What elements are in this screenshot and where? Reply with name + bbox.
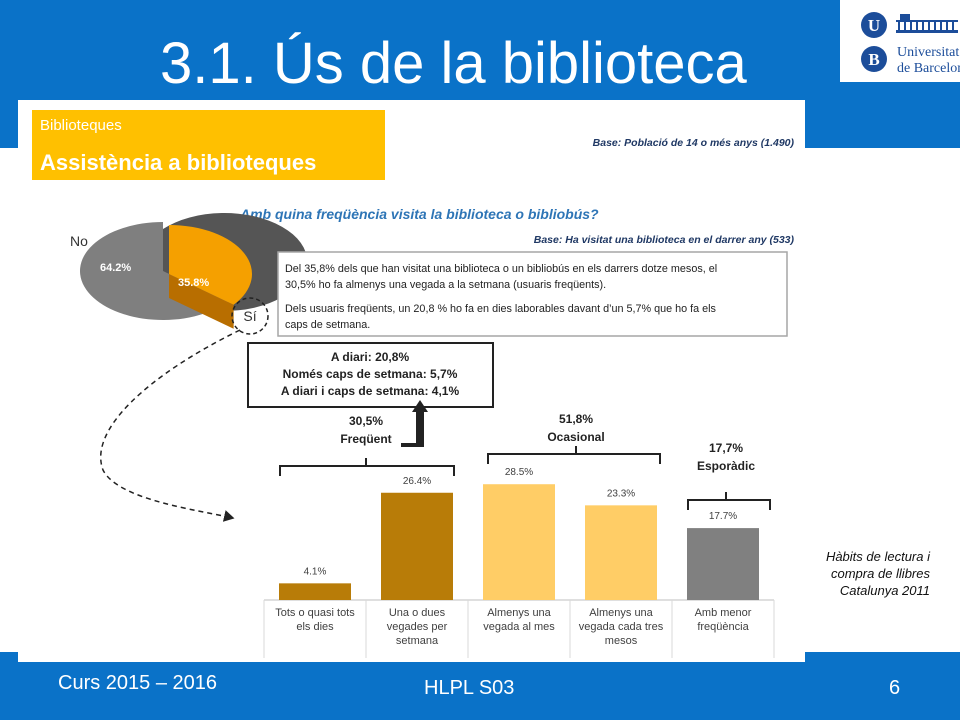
- base-visited: Base: Ha visitat una biblioteca en el da…: [534, 234, 795, 246]
- group-freq-pct: 30,5%: [349, 414, 383, 428]
- pie-label-no-value: 64.2%: [100, 262, 131, 274]
- text-line-4: caps de setmana.: [285, 319, 370, 331]
- logo-line1: Universitat: [897, 45, 959, 60]
- bar-value-label-2: 26.4%: [403, 476, 431, 487]
- category-label-3: vegada al mes: [483, 621, 555, 633]
- category-label-2: vegades per: [387, 621, 448, 633]
- page-number: 6: [889, 677, 901, 699]
- bar-value-label-5: 17.7%: [709, 511, 737, 522]
- category-label-2: setmana: [396, 635, 439, 647]
- bar-3: [483, 484, 555, 600]
- bar-value-label-3: 28.5%: [505, 467, 533, 478]
- category-label-3: Almenys una: [487, 607, 551, 619]
- pie-si-label: Sí: [243, 308, 256, 324]
- dashed-arrow: [100, 329, 241, 522]
- logo-line2: de Barcelona: [897, 61, 960, 76]
- pie-label-si-value: 35.8%: [178, 277, 209, 289]
- bar-1: [279, 583, 351, 600]
- category-label-5: Amb menor: [695, 607, 752, 619]
- source-caption: Hàbits de lectura i compra de llibres Ca…: [825, 549, 930, 598]
- category-label-4: Almenys una: [589, 607, 653, 619]
- si-dashed-circle: [231, 297, 269, 335]
- bar-5: [687, 528, 759, 600]
- brace-frequent: [279, 458, 455, 476]
- logo-u-circle: [861, 12, 887, 38]
- detail-line-2: Només caps de setmana: 5,7%: [283, 367, 458, 381]
- footer-code: HLPL S03: [424, 677, 515, 699]
- bottom-band: [0, 652, 960, 720]
- text-line-3: Dels usuaris freqüents, un 20,8 % ho fa …: [285, 303, 717, 315]
- header-box: [32, 110, 385, 180]
- text-line-1: Del 35,8% dels que han visitat una bibli…: [285, 263, 717, 275]
- detail-box: [247, 342, 494, 408]
- slide-title: 3.1. Ús de la biblioteca: [160, 31, 747, 96]
- bent-arrow-icon: [401, 400, 428, 447]
- group-freq-label: Freqüent: [340, 432, 391, 446]
- logo-b-circle: [861, 46, 887, 72]
- category-label-1: Tots o quasi tots: [275, 607, 355, 619]
- pie-si-side: [169, 274, 234, 329]
- university-logo: U B Universitat de Barcelona: [840, 0, 960, 82]
- figure-panel: Biblioteques Assistència a biblioteques …: [18, 100, 805, 662]
- category-label-2: Una o dues: [389, 607, 446, 619]
- logo-letter-b: B: [868, 50, 879, 69]
- group-ocas-pct: 51,8%: [559, 412, 593, 426]
- text-line-2: 30,5% ho fa almenys una vegada a la setm…: [285, 279, 606, 291]
- bar-4: [585, 505, 657, 600]
- detail-line-1: A diari: 20,8%: [331, 350, 410, 364]
- question-title: Amb quina freqüència visita la bibliotec…: [239, 206, 599, 222]
- header-small: Biblioteques: [40, 117, 122, 134]
- header-big: Assistència a biblioteques: [40, 150, 316, 175]
- bar-2: [381, 492, 453, 600]
- category-label-4: vegada cada tres: [579, 621, 664, 633]
- building-icon: [896, 14, 958, 33]
- group-espo-pct: 17,7%: [709, 441, 743, 455]
- bar-value-label-1: 4.1%: [304, 566, 327, 577]
- pie-chart: 64.2% 35.8% No Sí: [70, 213, 308, 335]
- detail-line-3: A diari i caps de setmana: 4,1%: [281, 384, 460, 398]
- brace-sporadic: [687, 492, 771, 510]
- pie-slice-si: [169, 225, 252, 305]
- bar-value-label-4: 23.3%: [607, 488, 635, 499]
- pie-no-label: No: [70, 233, 88, 249]
- group-ocas-label: Ocasional: [547, 430, 604, 444]
- text-box: [277, 251, 788, 337]
- footer-course: Curs 2015 – 2016: [58, 672, 218, 694]
- bar-chart: 4.1% Tots o quasi tots els dies 26.4% Una o …: [263, 467, 775, 658]
- category-label-5: freqüència: [697, 621, 749, 633]
- category-label-4: mesos: [605, 635, 638, 647]
- base-population: Base: Població de 14 o més anys (1.490): [593, 137, 795, 149]
- category-label-1: els dies: [296, 621, 334, 633]
- brace-occasional: [487, 446, 661, 464]
- logo-letter-u: U: [868, 16, 880, 35]
- group-espo-label: Esporàdic: [697, 459, 755, 473]
